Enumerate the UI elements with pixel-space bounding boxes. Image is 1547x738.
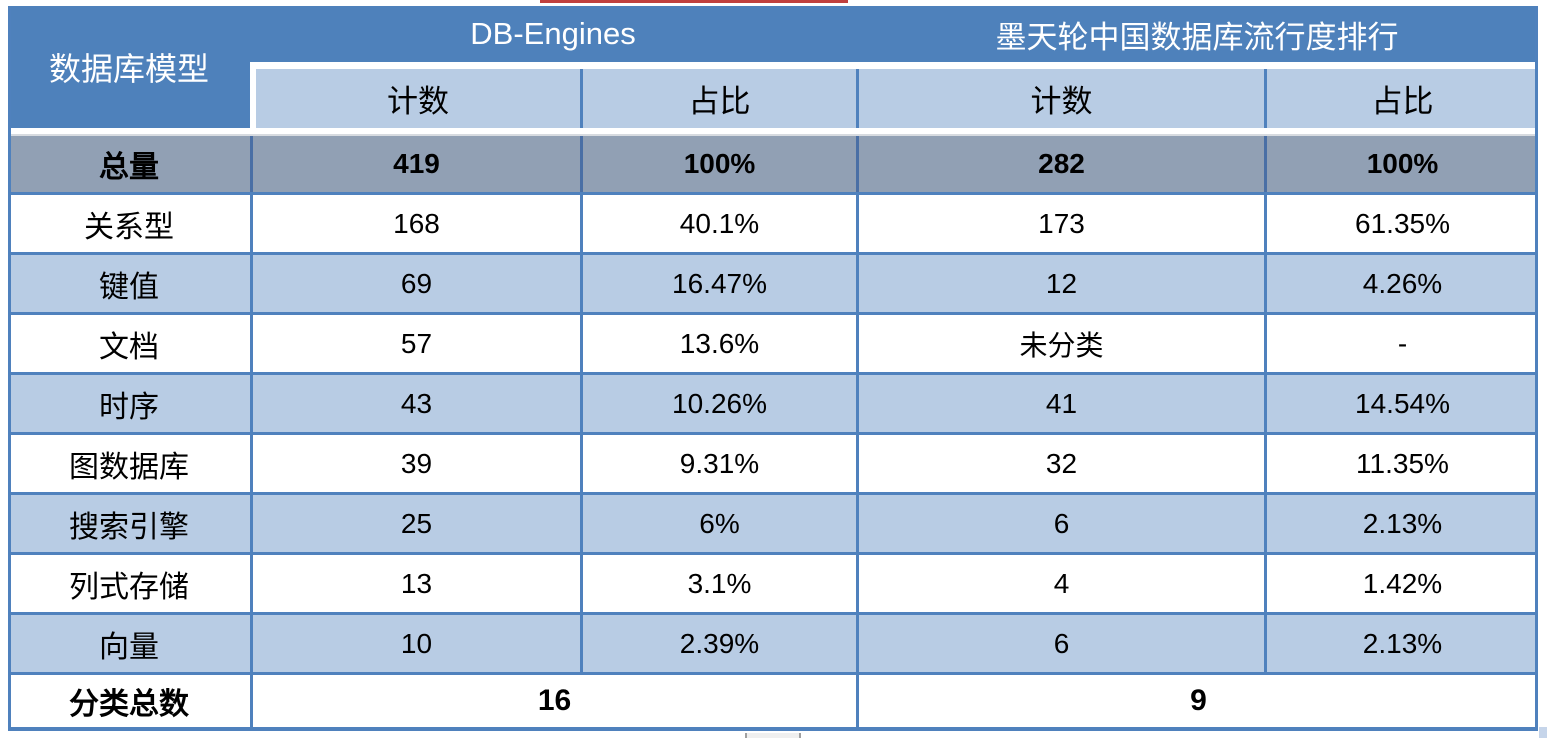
table-row: 键值 69 16.47% 12 4.26% — [8, 252, 1538, 312]
row-label: 向量 — [99, 630, 159, 664]
row-label: 列式存储 — [69, 570, 189, 604]
row-label: 键值 — [99, 270, 159, 304]
cell: 168 — [250, 195, 580, 252]
cell: 2.13% — [1264, 495, 1538, 552]
cell: 13 — [250, 555, 580, 612]
cell: 419 — [250, 136, 580, 192]
table-row: 文档 57 13.6% 未分类 - — [8, 312, 1538, 372]
cell: 14.54% — [1264, 375, 1538, 432]
cell: 6 — [856, 495, 1264, 552]
cell: 282 — [856, 136, 1264, 192]
group-header-modb-ranking: 墨天轮中国数据库流行度排行 — [995, 19, 1399, 55]
table-row: 向量 10 2.39% 6 2.13% — [8, 612, 1538, 672]
db-comparison-table: 数据库模型 DB-Engines 墨天轮中国数据库流行度排行 计数 占比 计数 … — [8, 6, 1538, 731]
row-label: 文档 — [99, 330, 159, 364]
cell: 69 — [250, 255, 580, 312]
cell: 100% — [580, 136, 856, 192]
row-label: 分类总数 — [69, 688, 189, 721]
table-row: 时序 43 10.26% 41 14.54% — [8, 372, 1538, 432]
cell: 10 — [250, 615, 580, 672]
cell: 2.13% — [1264, 615, 1538, 672]
cell: 43 — [250, 375, 580, 432]
cell: 40.1% — [580, 195, 856, 252]
cell: 32 — [856, 435, 1264, 492]
cell: 12 — [856, 255, 1264, 312]
table-row-category-totals: 分类总数 16 9 — [8, 672, 1538, 731]
cell: 10.26% — [580, 375, 856, 432]
group-header-row: DB-Engines 墨天轮中国数据库流行度排行 — [8, 6, 1538, 62]
cell: - — [1264, 315, 1538, 372]
column-header-count-2: 计数 — [856, 69, 1264, 128]
row-label: 关系型 — [84, 210, 174, 244]
row-label: 搜索引擎 — [69, 510, 189, 544]
cell: 57 — [250, 315, 580, 372]
table-row: 列式存储 13 3.1% 4 1.42% — [8, 552, 1538, 612]
row-label: 时序 — [99, 390, 159, 424]
cell-modb-category-total: 9 — [856, 675, 1538, 727]
cell: 173 — [856, 195, 1264, 252]
corner-header-label: 数据库模型 — [48, 51, 209, 87]
table-row-total: 总量 419 100% 282 100% — [8, 134, 1538, 192]
cell: 41 — [856, 375, 1264, 432]
cell: 11.35% — [1264, 435, 1538, 492]
cell: 61.35% — [1264, 195, 1538, 252]
group-header-db-engines: DB-Engines — [470, 16, 636, 51]
cell: 13.6% — [580, 315, 856, 372]
header-gap — [8, 62, 1538, 69]
cell: 2.39% — [580, 615, 856, 672]
row-label: 图数据库 — [69, 450, 189, 484]
cell: 4.26% — [1264, 255, 1538, 312]
header-gap — [8, 128, 1538, 134]
cell: 25 — [250, 495, 580, 552]
cell: 9.31% — [580, 435, 856, 492]
cell: 16.47% — [580, 255, 856, 312]
corner-artifact — [1539, 727, 1547, 738]
scrollbar-thumb-artifact — [745, 733, 801, 738]
column-header-count-1: 计数 — [250, 69, 580, 128]
cell: 39 — [250, 435, 580, 492]
sub-header-row: 计数 占比 计数 占比 — [8, 69, 1538, 128]
cell: 6% — [580, 495, 856, 552]
red-underline-artifact — [540, 0, 848, 3]
cell: 100% — [1264, 136, 1538, 192]
column-header-share-2: 占比 — [1264, 69, 1538, 128]
row-label: 总量 — [99, 151, 159, 184]
table-row: 图数据库 39 9.31% 32 11.35% — [8, 432, 1538, 492]
table-row: 关系型 168 40.1% 173 61.35% — [8, 192, 1538, 252]
cell: 3.1% — [580, 555, 856, 612]
cell: 4 — [856, 555, 1264, 612]
cell: 1.42% — [1264, 555, 1538, 612]
cell: 6 — [856, 615, 1264, 672]
cell-db-engines-category-total: 16 — [250, 675, 856, 727]
column-header-share-1: 占比 — [580, 69, 856, 128]
corner-header-cell: 数据库模型 — [8, 6, 250, 128]
table-row: 搜索引擎 25 6% 6 2.13% — [8, 492, 1538, 552]
cell: 未分类 — [856, 315, 1264, 372]
